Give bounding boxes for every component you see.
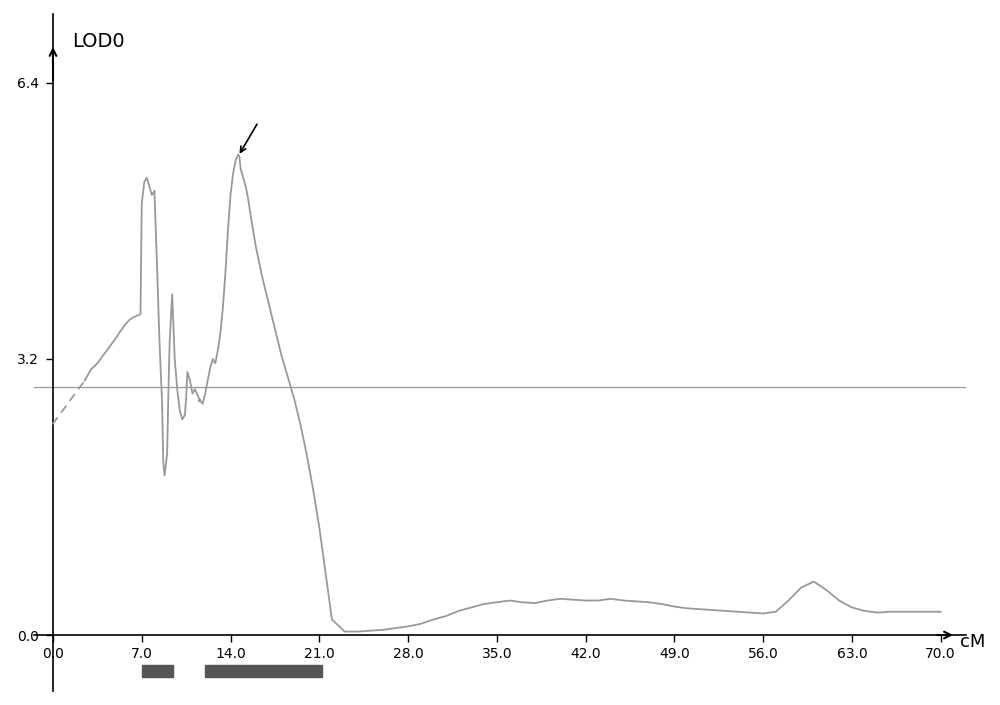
Text: cM: cM bbox=[960, 633, 985, 651]
Text: LOD0: LOD0 bbox=[72, 32, 125, 51]
Bar bbox=[205, 666, 322, 678]
Bar bbox=[142, 666, 173, 678]
